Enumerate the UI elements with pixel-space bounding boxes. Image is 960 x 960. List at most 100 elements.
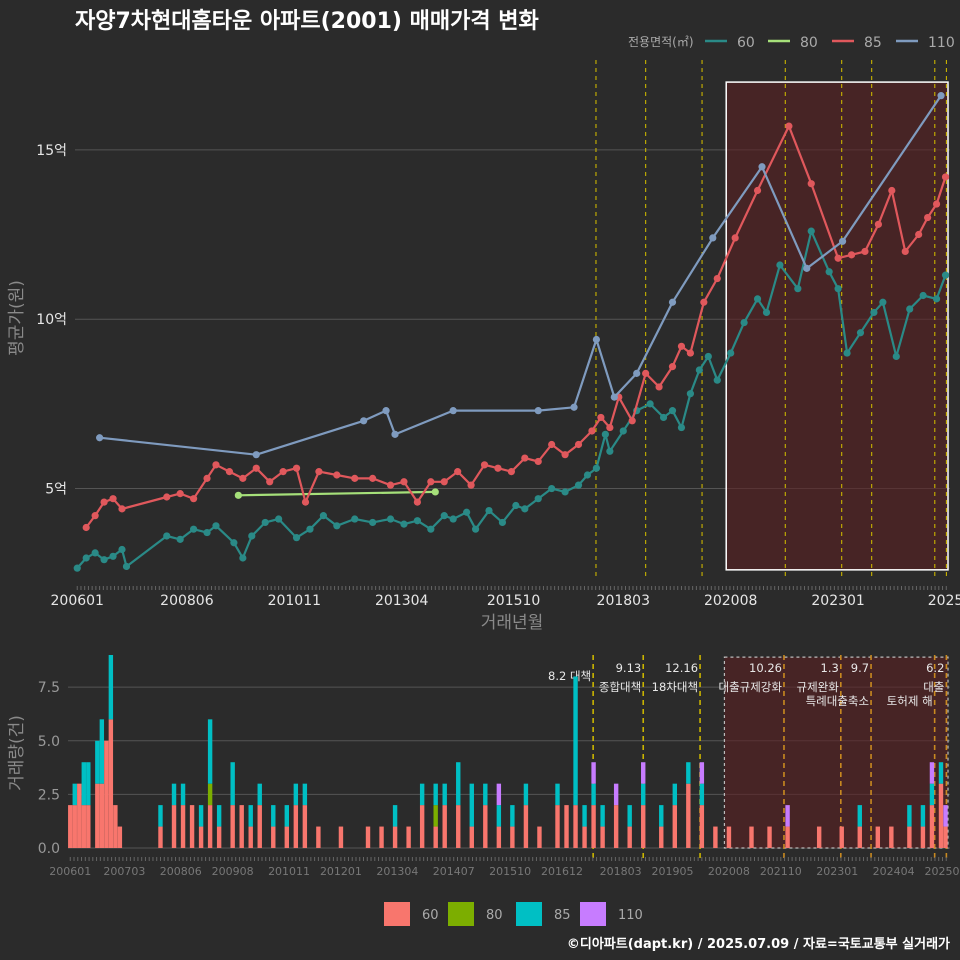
data-point-60 <box>762 308 771 317</box>
data-point-60 <box>369 518 377 527</box>
volume-bar-60 <box>907 826 912 848</box>
data-point-60 <box>548 484 556 493</box>
data-point-85 <box>677 342 686 350</box>
volume-bar-110 <box>699 762 705 784</box>
policy-sublabel: 특례대출축소 <box>806 694 869 708</box>
volume-bar-60 <box>627 826 632 848</box>
policy-label: 9.7 <box>851 661 869 675</box>
series-line-80 <box>238 490 436 497</box>
data-point-60 <box>686 390 695 398</box>
data-point-60 <box>485 506 493 515</box>
data-point-85 <box>861 247 869 256</box>
data-point-60 <box>906 305 914 313</box>
data-point-85 <box>118 505 126 513</box>
data-point-85 <box>266 478 274 486</box>
volume-bar-60 <box>537 826 542 848</box>
data-point-85 <box>480 461 489 469</box>
volume-bar-60 <box>293 805 299 848</box>
data-point-60 <box>659 413 668 422</box>
data-point-85 <box>225 468 234 476</box>
policy-sublabel: 대출규제강화 <box>718 680 782 694</box>
legend-bottom-key-85 <box>516 902 542 926</box>
volume-bar-60 <box>686 783 691 848</box>
data-point-85 <box>279 468 287 476</box>
volume-bar-85 <box>600 805 605 827</box>
volume-bar-85 <box>686 762 691 784</box>
legend-bottom-key-110 <box>580 902 606 926</box>
data-point-110 <box>382 407 390 415</box>
data-point-60 <box>449 515 457 523</box>
volume-bar-60 <box>95 783 100 848</box>
top-panel: 5억 10억 15억 200601 200806 201011 201304 201510 20… <box>36 60 960 609</box>
y-axis-title: 평균가(원) <box>7 280 27 356</box>
data-point-85 <box>369 474 377 482</box>
volume-bar-85 <box>510 805 515 827</box>
data-point-60 <box>695 366 703 374</box>
data-point-110 <box>937 92 945 100</box>
data-point-60 <box>677 423 686 432</box>
volume-bar-85 <box>496 805 502 827</box>
volume-bar-85 <box>857 805 862 827</box>
volume-bar-85 <box>271 805 276 827</box>
volume-y-tick-label: 7.5 <box>38 680 60 696</box>
data-point-110 <box>570 403 578 411</box>
source-caption: ©디아파트(dapt.kr) / 2025.07.09 / 자료=국토교통부 실… <box>567 936 950 952</box>
data-point-60 <box>843 349 851 357</box>
volume-x-tick-label: 201510 <box>489 865 531 878</box>
volume-bar-85 <box>469 783 474 827</box>
volume-bar-60 <box>72 805 77 848</box>
data-point-60 <box>521 505 529 513</box>
legend-top: 전용면적(㎡) 60 80 85 110 <box>628 35 955 51</box>
volume-x-tick-label: 202404 <box>873 865 915 878</box>
volume-bar-85 <box>920 805 926 827</box>
volume-bar-85 <box>392 805 398 827</box>
volume-x-tick-label: 202008 <box>708 865 750 878</box>
legend-bottom-label-80: 80 <box>486 908 503 923</box>
volume-bar-85 <box>929 783 935 806</box>
data-point-85 <box>834 254 842 262</box>
data-point-85 <box>932 200 941 208</box>
data-point-60 <box>794 285 802 293</box>
volume-bar-85 <box>302 783 308 806</box>
data-point-60 <box>261 518 269 527</box>
data-point-60 <box>776 261 784 269</box>
policy-sublabel: 대출 <box>923 680 944 694</box>
volume-bar-85 <box>158 805 163 827</box>
volume-x-tick-label: 201612 <box>541 865 583 878</box>
volume-x-tick-label: 202110 <box>760 865 802 878</box>
volume-y-axis-title: 거래량(건) <box>7 715 27 791</box>
volume-bar-60 <box>180 805 186 848</box>
data-point-60 <box>386 515 395 523</box>
volume-bar-60 <box>99 783 105 848</box>
chart-title: 자양7차현대홈타운 아파트(2001) 매매가격 변화 <box>75 9 539 34</box>
data-point-85 <box>534 457 542 466</box>
legend-bottom-key-80 <box>448 902 474 926</box>
data-point-110 <box>96 434 104 442</box>
data-point-60 <box>190 525 198 533</box>
data-point-85 <box>163 493 171 501</box>
volume-bar-60 <box>749 826 754 848</box>
volume-bar-60 <box>600 826 605 848</box>
data-point-60 <box>574 481 583 489</box>
data-point-60 <box>248 532 256 540</box>
data-point-110 <box>360 417 368 425</box>
data-point-85 <box>597 413 605 422</box>
volume-bar-60 <box>767 826 772 848</box>
x-tick-label: 202301 <box>811 593 864 609</box>
policy-label: 12.16 <box>665 661 698 675</box>
volume-y-tick-label: 5.0 <box>38 734 60 750</box>
volume-bar-85 <box>180 783 186 806</box>
data-point-60 <box>498 518 507 527</box>
data-point-85 <box>82 523 90 532</box>
volume-bar-60 <box>158 826 163 848</box>
volume-bar-60 <box>523 805 529 848</box>
volume-bar-110 <box>496 783 502 806</box>
data-point-85 <box>190 495 198 503</box>
legend-bottom: 60 80 85 110 <box>384 902 643 926</box>
legend-top-label-85: 85 <box>864 35 882 51</box>
data-point-60 <box>413 517 421 525</box>
data-point-85 <box>351 474 359 482</box>
data-point-85 <box>561 451 569 459</box>
data-point-85 <box>588 427 596 435</box>
data-point-85 <box>874 220 882 228</box>
